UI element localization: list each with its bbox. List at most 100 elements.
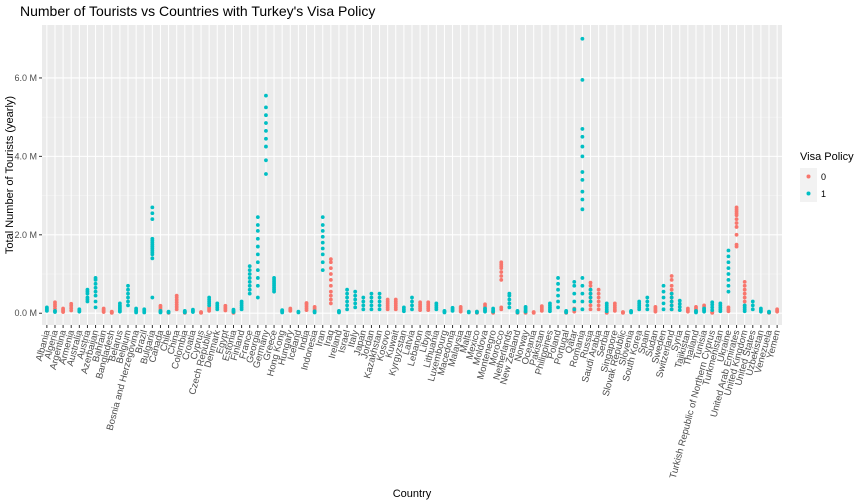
data-point bbox=[69, 302, 73, 306]
data-point bbox=[256, 284, 260, 288]
data-point bbox=[580, 292, 584, 296]
data-point bbox=[370, 307, 374, 311]
data-point bbox=[378, 303, 382, 307]
data-point bbox=[370, 292, 374, 296]
data-point bbox=[516, 309, 520, 313]
data-point bbox=[248, 288, 252, 292]
data-point bbox=[727, 260, 731, 264]
data-point bbox=[150, 296, 154, 300]
data-point bbox=[199, 310, 203, 314]
data-point bbox=[410, 307, 414, 311]
legend-marker bbox=[807, 192, 811, 196]
data-point bbox=[256, 215, 260, 219]
data-point bbox=[345, 296, 349, 300]
data-point bbox=[645, 303, 649, 307]
data-point bbox=[191, 308, 195, 312]
data-point bbox=[767, 310, 771, 314]
data-point bbox=[572, 292, 576, 296]
data-point bbox=[272, 276, 276, 280]
data-point bbox=[499, 260, 503, 264]
data-point bbox=[532, 310, 536, 314]
data-point bbox=[256, 296, 260, 300]
data-point bbox=[150, 256, 154, 260]
data-point bbox=[743, 284, 747, 288]
data-point bbox=[727, 284, 731, 288]
data-point bbox=[580, 154, 584, 158]
data-point bbox=[743, 300, 747, 304]
data-point bbox=[77, 307, 81, 311]
data-point bbox=[589, 296, 593, 300]
data-point bbox=[240, 300, 244, 304]
data-point bbox=[256, 276, 260, 280]
data-point bbox=[248, 292, 252, 296]
data-point bbox=[370, 296, 374, 300]
data-point bbox=[410, 303, 414, 307]
data-point bbox=[556, 282, 560, 286]
data-point bbox=[580, 145, 584, 149]
data-point bbox=[110, 310, 114, 314]
data-point bbox=[256, 223, 260, 227]
data-point bbox=[256, 245, 260, 249]
data-point bbox=[507, 292, 511, 296]
data-point bbox=[150, 211, 154, 215]
data-point bbox=[386, 298, 390, 302]
y-tick-label: 0.0 M bbox=[14, 308, 37, 318]
x-axis: AlbaniaAlgeriaArgentinaArmeniaAustraliaA… bbox=[34, 325, 783, 480]
data-point bbox=[45, 305, 49, 309]
data-point bbox=[670, 274, 674, 278]
data-point bbox=[621, 310, 625, 314]
data-point bbox=[727, 278, 731, 282]
data-point bbox=[345, 300, 349, 304]
data-point bbox=[150, 205, 154, 209]
data-point bbox=[426, 300, 430, 304]
data-point bbox=[126, 292, 130, 296]
data-point bbox=[735, 225, 739, 229]
data-point bbox=[580, 127, 584, 131]
data-point bbox=[264, 121, 268, 125]
data-point bbox=[434, 302, 438, 306]
data-point bbox=[751, 303, 755, 307]
data-point bbox=[751, 300, 755, 304]
data-point bbox=[215, 302, 219, 306]
data-point bbox=[613, 302, 617, 306]
y-axis-title: Total Number of Tourists (yearly) bbox=[4, 96, 16, 254]
data-point bbox=[662, 307, 666, 311]
data-point bbox=[264, 137, 268, 141]
data-point bbox=[556, 300, 560, 304]
data-point bbox=[580, 276, 584, 280]
data-point bbox=[361, 307, 365, 311]
data-point bbox=[248, 276, 252, 280]
data-point bbox=[589, 288, 593, 292]
data-point bbox=[580, 170, 584, 174]
data-point bbox=[491, 307, 495, 311]
data-point bbox=[499, 278, 503, 282]
data-point bbox=[499, 305, 503, 309]
data-point bbox=[735, 243, 739, 247]
legend-label: 1 bbox=[821, 189, 826, 199]
data-point bbox=[94, 286, 98, 290]
data-point bbox=[735, 205, 739, 209]
data-point bbox=[507, 302, 511, 306]
data-point bbox=[313, 309, 317, 313]
data-point bbox=[159, 309, 163, 313]
data-point bbox=[53, 300, 57, 304]
data-point bbox=[662, 302, 666, 306]
data-point bbox=[662, 290, 666, 294]
data-point bbox=[670, 300, 674, 304]
data-point bbox=[678, 299, 682, 303]
data-point bbox=[589, 300, 593, 304]
data-point bbox=[670, 303, 674, 307]
data-point bbox=[670, 284, 674, 288]
data-point bbox=[589, 303, 593, 307]
data-point bbox=[540, 304, 544, 308]
x-axis-title: Country bbox=[393, 488, 432, 500]
data-point bbox=[329, 290, 333, 294]
data-point bbox=[361, 303, 365, 307]
data-point bbox=[735, 233, 739, 237]
data-point bbox=[580, 207, 584, 211]
data-point bbox=[329, 302, 333, 306]
data-point bbox=[305, 301, 309, 305]
data-point bbox=[288, 307, 292, 311]
data-point bbox=[727, 266, 731, 270]
data-point bbox=[727, 254, 731, 258]
